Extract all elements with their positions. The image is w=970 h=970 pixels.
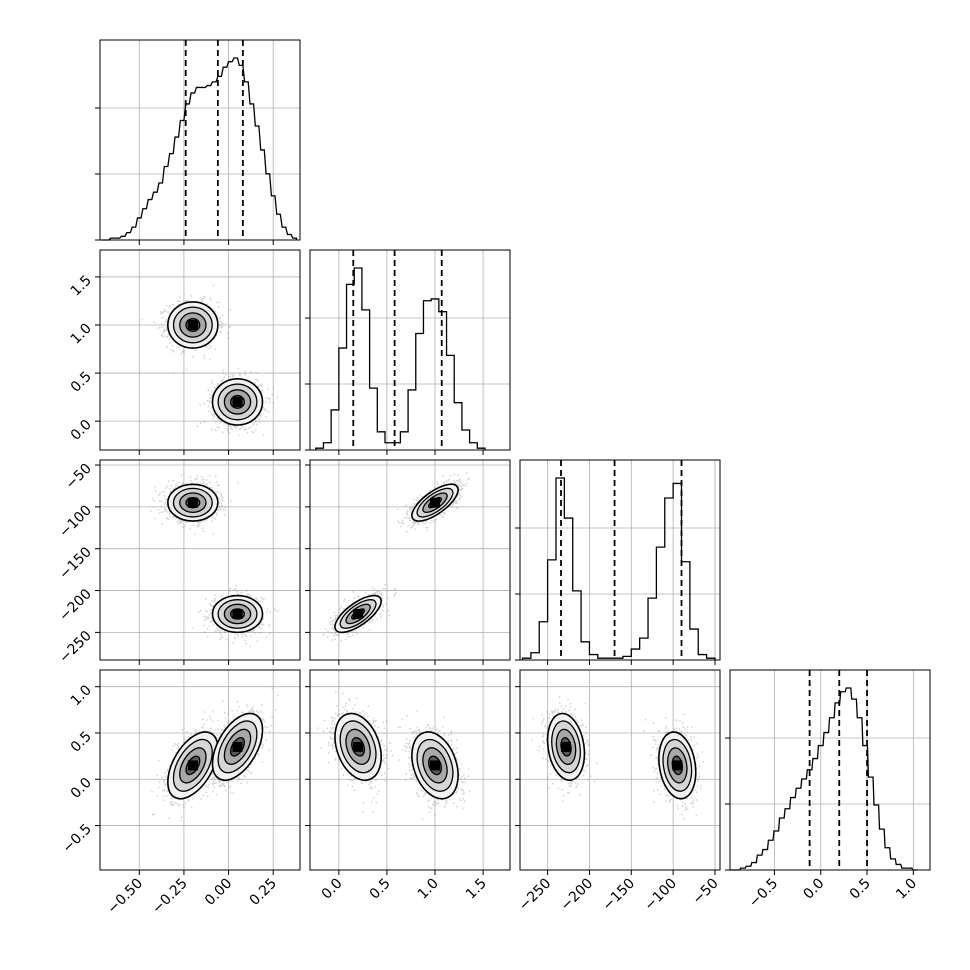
density-peak	[232, 609, 243, 619]
density-peak	[430, 760, 440, 771]
x-tick-label: −50	[690, 876, 722, 908]
density-peak	[561, 741, 571, 752]
density-peak	[232, 741, 243, 752]
y-tick-label: 0.5	[68, 369, 95, 396]
density-peak	[430, 497, 440, 508]
hist-panel-1	[305, 249, 511, 455]
panel-frame	[729, 669, 931, 871]
panel-frame	[99, 249, 301, 451]
y-tick-label: −250	[56, 628, 95, 667]
scatter-panel-3-2: −250 −200 −150 −100 −50	[515, 669, 722, 915]
density-peak	[353, 741, 364, 752]
x-tick-label: −150	[600, 876, 639, 915]
x-tick-label: −100	[641, 876, 680, 915]
histogram-step-line	[101, 57, 298, 241]
y-tick-label: −150	[56, 544, 95, 583]
hist-panel-2	[515, 459, 721, 665]
hist-panel-0	[95, 39, 301, 245]
panel-frame	[99, 459, 301, 661]
x-tick-label: −200	[558, 876, 597, 915]
histogram-step-line	[730, 687, 918, 871]
scatter-panel-1-0: 0.0 0.5 1.0 1.5	[68, 249, 301, 455]
scatter-panel-2-0: −250−200−150−100 −50	[56, 459, 301, 667]
histogram-step-line	[315, 267, 486, 450]
scatter-panel-2-1	[305, 459, 511, 665]
x-tick-label: 0.0	[801, 876, 828, 903]
density-peak	[187, 760, 198, 771]
panel-frame	[99, 669, 301, 871]
x-tick-label: 1.0	[893, 876, 920, 903]
panel-frame	[309, 249, 511, 451]
density-peak	[353, 609, 364, 619]
panel-frame	[309, 459, 511, 661]
x-tick-label: −0.50	[104, 876, 146, 918]
histogram-step-line	[521, 477, 716, 660]
x-tick-label: 1.0	[415, 876, 442, 903]
x-tick-label: 1.5	[463, 876, 490, 903]
scatter-panel-3-0: −0.50 −0.25 0.00 0.25 −0.5 0.0 0.5 1.0	[59, 669, 301, 918]
x-tick-label: −0.25	[149, 876, 191, 918]
panel-frame	[99, 39, 301, 241]
y-tick-label: −50	[63, 461, 95, 493]
panel-frame	[519, 459, 721, 661]
x-tick-label: 0.25	[247, 876, 280, 909]
density-peak	[672, 760, 683, 771]
y-tick-label: 1.0	[68, 321, 95, 348]
x-tick-label: −250	[516, 876, 555, 915]
y-tick-label: −0.5	[59, 821, 94, 856]
scatter-panel-3-1: 0.0 0.5 1.0 1.5	[305, 669, 511, 903]
density-peak	[187, 497, 198, 508]
y-tick-label: 1.0	[68, 682, 95, 709]
x-tick-label: 0.0	[319, 876, 346, 903]
y-tick-label: −100	[56, 502, 95, 541]
x-tick-label: 0.5	[847, 876, 874, 903]
y-tick-label: 0.0	[68, 417, 95, 444]
panel-frame	[519, 669, 721, 871]
y-tick-label: 1.5	[68, 272, 95, 299]
panel-frame	[309, 669, 511, 871]
x-tick-label: −0.5	[746, 876, 781, 911]
density-peak	[187, 320, 198, 330]
hist-panel-3: −0.5 0.0 0.5 1.0	[725, 669, 931, 911]
y-tick-label: −200	[56, 586, 95, 625]
x-tick-label: 0.5	[367, 876, 394, 903]
x-tick-label: 0.00	[202, 876, 235, 909]
density-peak	[232, 396, 243, 407]
y-tick-label: 0.0	[68, 775, 95, 802]
y-tick-label: 0.5	[68, 728, 95, 755]
